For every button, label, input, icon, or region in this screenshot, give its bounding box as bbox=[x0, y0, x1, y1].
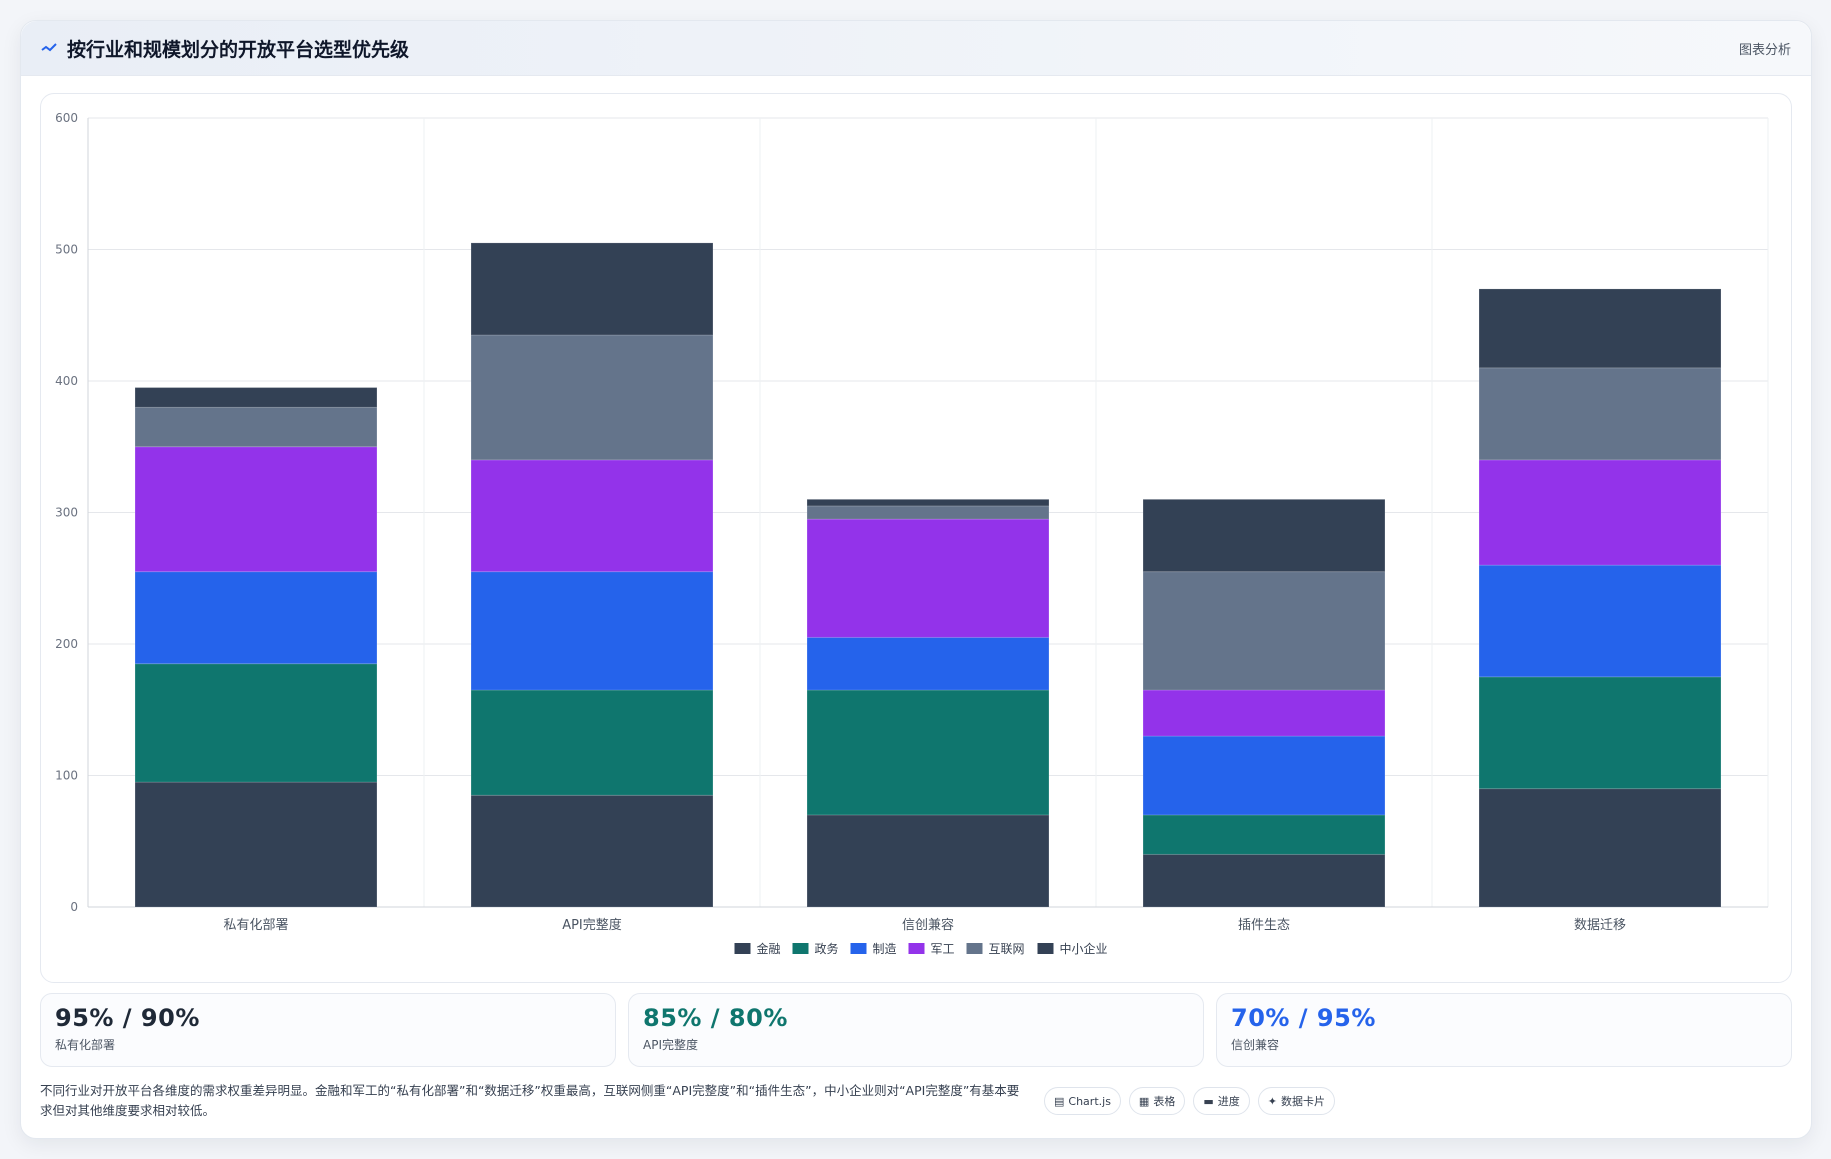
bar-segment bbox=[806, 814, 1050, 908]
y-tick-label: 400 bbox=[55, 374, 78, 388]
bar-segment bbox=[470, 459, 714, 573]
stat-value: 70% / 95% bbox=[1231, 1004, 1376, 1032]
y-tick-label: 200 bbox=[55, 637, 78, 651]
bar-segment bbox=[1142, 735, 1386, 816]
bar-segment bbox=[470, 794, 714, 908]
bar-segment bbox=[1478, 288, 1722, 369]
tag-data-card[interactable]: ✦ 数据卡片 bbox=[1257, 1087, 1335, 1115]
legend-swatch bbox=[1037, 943, 1054, 954]
bar-segment bbox=[806, 636, 1050, 691]
legend-label: 制造 bbox=[873, 942, 897, 956]
bar-segment bbox=[1142, 571, 1386, 691]
bar-segment bbox=[470, 571, 714, 691]
bar-segment bbox=[470, 242, 714, 336]
y-tick-label: 300 bbox=[55, 506, 78, 520]
tag-chartjs[interactable]: ▤ Chart.js bbox=[1044, 1087, 1121, 1115]
stat-card: 85% / 80% API完整度 bbox=[628, 993, 1204, 1067]
legend-label: 军工 bbox=[931, 942, 955, 956]
legend-swatch bbox=[966, 943, 983, 954]
y-tick-label: 500 bbox=[55, 243, 78, 257]
chart-card: 按行业和规模划分的开放平台选型优先级 图表分析 0 100 200 300 400 500… bbox=[20, 20, 1812, 1139]
legend-label: 中小企业 bbox=[1060, 941, 1108, 956]
bar-segment bbox=[1478, 564, 1722, 678]
bar-segment bbox=[1142, 498, 1386, 573]
card-footer: 不同行业对开放平台各维度的需求权重差异明显。金融和军工的“私有化部署”和“数据迁… bbox=[40, 1079, 1792, 1123]
tag-progress[interactable]: ▬ 进度 bbox=[1193, 1087, 1250, 1115]
bar-segment bbox=[134, 781, 378, 908]
page-title: 按行业和规模划分的开放平台选型优先级 bbox=[67, 38, 410, 61]
bar-segment bbox=[806, 505, 1050, 520]
chart-icon: ▤ bbox=[1054, 1094, 1065, 1108]
tag-label: 表格 bbox=[1153, 1095, 1176, 1108]
chart-container: 0 100 200 300 400 500 600 私有化部署 API完整度 信创兼容 插件生态 数据… bbox=[40, 93, 1792, 983]
tag-label: 数据卡片 bbox=[1280, 1095, 1325, 1108]
bar-segment bbox=[806, 518, 1050, 638]
stacked-bar-chart: 0 100 200 300 400 500 600 私有化部署 API完整度 信创兼容 插件生态 数据… bbox=[55, 111, 1769, 956]
legend-swatch bbox=[734, 943, 751, 954]
legend-swatch bbox=[850, 943, 867, 954]
bar-segment bbox=[1478, 676, 1722, 790]
bar-segment bbox=[1142, 853, 1386, 908]
bar-segment bbox=[806, 498, 1050, 507]
table-icon: ▦ bbox=[1138, 1094, 1150, 1108]
x-tick-label: API完整度 bbox=[562, 917, 622, 933]
bar-segment bbox=[470, 334, 714, 461]
stat-label: 信创兼容 bbox=[1231, 1038, 1280, 1052]
bar-segment bbox=[1478, 459, 1722, 566]
bar-segment bbox=[1478, 367, 1722, 461]
card-icon: ✦ bbox=[1267, 1094, 1277, 1108]
stat-card: 70% / 95% 信创兼容 bbox=[1216, 993, 1792, 1067]
stat-label: API完整度 bbox=[643, 1038, 698, 1052]
bar-segment bbox=[1142, 689, 1386, 737]
tech-tags: ▤ Chart.js ▦ 表格 ▬ 进度 ✦ 数据卡片 bbox=[1044, 1087, 1335, 1115]
bar-segment bbox=[806, 689, 1050, 816]
legend-swatch bbox=[908, 943, 925, 954]
x-tick-label: 插件生态 bbox=[1238, 918, 1290, 933]
legend-swatch bbox=[792, 943, 809, 954]
card-header: 按行业和规模划分的开放平台选型优先级 图表分析 bbox=[21, 21, 1811, 76]
legend-label: 金融 bbox=[757, 941, 781, 956]
tag-label: 进度 bbox=[1217, 1095, 1240, 1108]
x-tick-label: 信创兼容 bbox=[902, 917, 954, 933]
legend-label: 互联网 bbox=[989, 942, 1025, 956]
legend-label: 政务 bbox=[815, 941, 839, 956]
bar-segment bbox=[134, 387, 378, 408]
y-tick-label: 0 bbox=[70, 900, 78, 914]
y-tick-label: 600 bbox=[55, 111, 78, 125]
summary-text: 不同行业对开放平台各维度的需求权重差异明显。金融和军工的“私有化部署”和“数据迁… bbox=[40, 1083, 1020, 1118]
stat-value: 85% / 80% bbox=[643, 1004, 788, 1032]
bar-segment bbox=[1142, 814, 1386, 855]
x-tick-label: 私有化部署 bbox=[223, 918, 288, 933]
stat-value: 95% / 90% bbox=[55, 1004, 200, 1032]
bar-segment bbox=[134, 571, 378, 665]
chart-analysis-link[interactable]: 图表分析 bbox=[1738, 42, 1791, 58]
tag-label: Chart.js bbox=[1068, 1094, 1111, 1108]
progress-icon: ▬ bbox=[1203, 1094, 1214, 1108]
tag-table[interactable]: ▦ 表格 bbox=[1128, 1087, 1186, 1115]
bar-segment bbox=[1478, 788, 1722, 908]
y-tick-label: 100 bbox=[55, 769, 78, 783]
bar-segment bbox=[134, 663, 378, 783]
trend-icon bbox=[41, 39, 57, 58]
bar-segment bbox=[134, 406, 378, 448]
x-tick-label: 数据迁移 bbox=[1574, 918, 1626, 933]
stat-cards: 95% / 90% 私有化部署 85% / 80% API完整度 70% / 9… bbox=[40, 993, 1792, 1067]
stat-card: 95% / 90% 私有化部署 bbox=[40, 993, 616, 1067]
bar-segment bbox=[470, 689, 714, 796]
bar-segment bbox=[134, 446, 378, 573]
stat-label: 私有化部署 bbox=[55, 1038, 116, 1052]
